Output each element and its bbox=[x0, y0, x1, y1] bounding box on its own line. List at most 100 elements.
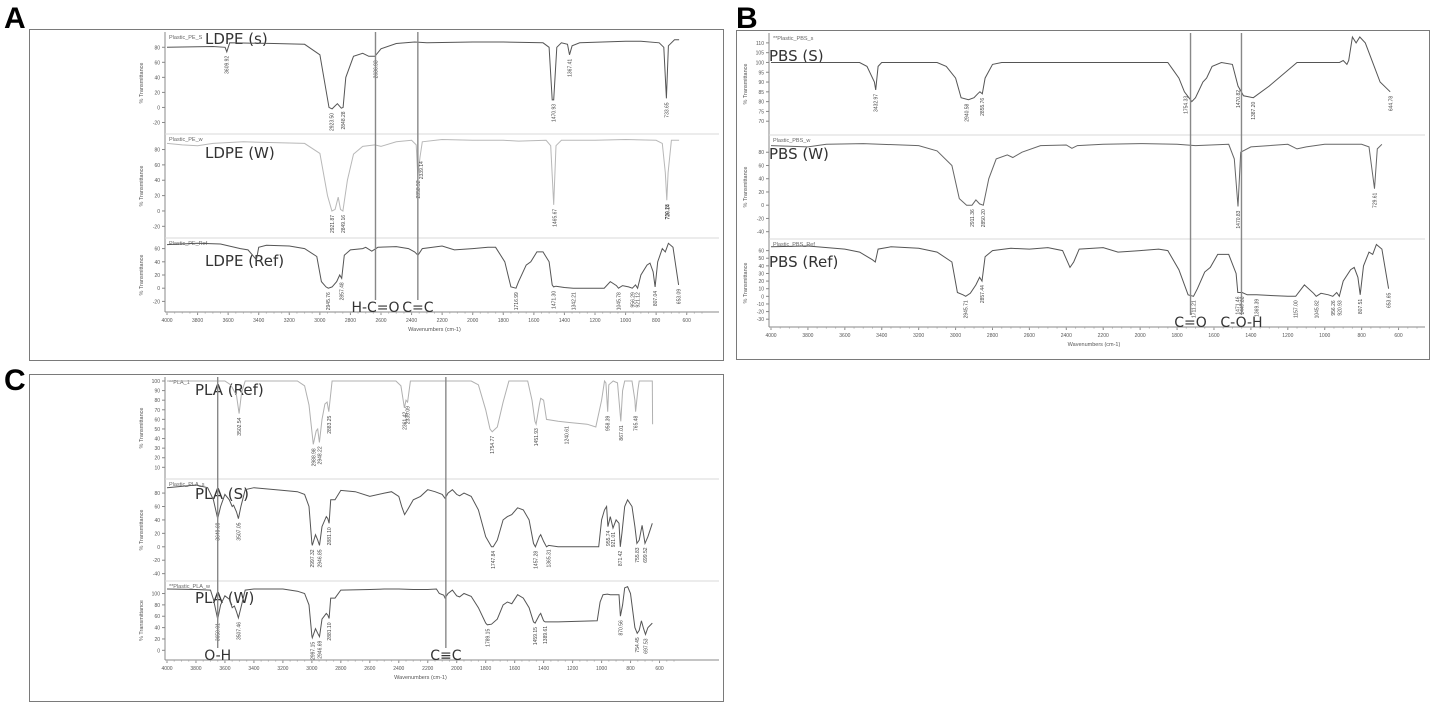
svg-text:Plastic_PE_S: Plastic_PE_S bbox=[169, 35, 203, 41]
svg-text:1459.15: 1459.15 bbox=[533, 627, 539, 645]
svg-text:O-H: O-H bbox=[204, 648, 231, 664]
svg-text:1470.82: 1470.82 bbox=[1236, 90, 1242, 108]
svg-text:3600: 3600 bbox=[219, 666, 230, 672]
svg-text:60: 60 bbox=[154, 247, 160, 253]
svg-text:40: 40 bbox=[154, 437, 160, 443]
svg-text:3800: 3800 bbox=[802, 333, 813, 339]
svg-text:2339.09: 2339.09 bbox=[406, 406, 412, 424]
svg-text:100: 100 bbox=[152, 379, 161, 385]
svg-text:726.14: 726.14 bbox=[665, 204, 671, 220]
svg-text:1200: 1200 bbox=[589, 318, 600, 324]
svg-text:80: 80 bbox=[758, 100, 764, 106]
svg-text:1789.15: 1789.15 bbox=[485, 629, 491, 647]
svg-text:20: 20 bbox=[154, 273, 160, 279]
svg-text:40: 40 bbox=[154, 178, 160, 184]
svg-text:2000: 2000 bbox=[467, 318, 478, 324]
svg-text:10: 10 bbox=[758, 287, 764, 293]
svg-text:2921.87: 2921.87 bbox=[330, 215, 336, 233]
svg-text:1367.41: 1367.41 bbox=[567, 59, 573, 77]
svg-text:2881.10: 2881.10 bbox=[327, 527, 333, 545]
svg-text:653.65: 653.65 bbox=[1387, 292, 1393, 308]
svg-text:1754.33: 1754.33 bbox=[1183, 96, 1189, 114]
svg-text:4000: 4000 bbox=[161, 318, 172, 324]
svg-text:Wavenumbers (cm-1): Wavenumbers (cm-1) bbox=[408, 327, 461, 333]
svg-text:4000: 4000 bbox=[161, 666, 172, 672]
svg-text:0: 0 bbox=[157, 286, 160, 292]
svg-text:105: 105 bbox=[756, 51, 765, 57]
svg-text:20: 20 bbox=[154, 456, 160, 462]
svg-text:90: 90 bbox=[154, 389, 160, 395]
svg-text:2997.32: 2997.32 bbox=[310, 549, 316, 567]
spectra-plot: 100 90 80 70 60 50 40 30 20 10 % Transmittance **PL… bbox=[139, 377, 719, 681]
svg-text:-40: -40 bbox=[153, 572, 160, 578]
svg-text:1600: 1600 bbox=[1208, 333, 1219, 339]
svg-text:C=C: C=C bbox=[402, 300, 434, 316]
svg-text:871.42: 871.42 bbox=[618, 551, 624, 567]
svg-text:1716.99: 1716.99 bbox=[514, 292, 520, 310]
svg-text:1400: 1400 bbox=[1245, 333, 1256, 339]
svg-text:2857.48: 2857.48 bbox=[340, 282, 346, 300]
svg-text:920.93: 920.93 bbox=[1337, 300, 1343, 316]
svg-text:80: 80 bbox=[154, 603, 160, 609]
svg-text:1754.77: 1754.77 bbox=[490, 436, 496, 454]
svg-text:PBS (S): PBS (S) bbox=[769, 47, 824, 65]
panel-letter-c: C bbox=[4, 364, 26, 397]
svg-text:765.48: 765.48 bbox=[634, 415, 640, 431]
svg-text:921.01: 921.01 bbox=[611, 532, 617, 548]
svg-text:1157.00: 1157.00 bbox=[1294, 300, 1300, 318]
svg-text:3507.46: 3507.46 bbox=[236, 622, 242, 640]
svg-text:1240.61: 1240.61 bbox=[565, 426, 571, 444]
panel-letter-a: A bbox=[4, 2, 26, 35]
svg-text:699.52: 699.52 bbox=[643, 547, 649, 563]
svg-text:80: 80 bbox=[154, 491, 160, 497]
svg-text:3200: 3200 bbox=[913, 333, 924, 339]
svg-text:1800: 1800 bbox=[498, 318, 509, 324]
svg-text:30: 30 bbox=[154, 446, 160, 452]
svg-text:% Transmittance: % Transmittance bbox=[139, 255, 145, 296]
svg-text:40: 40 bbox=[154, 626, 160, 632]
svg-text:2946.85: 2946.85 bbox=[318, 549, 324, 567]
svg-text:2850.20: 2850.20 bbox=[981, 209, 987, 227]
svg-text:60: 60 bbox=[758, 163, 764, 169]
svg-text:3800: 3800 bbox=[192, 318, 203, 324]
svg-text:2400: 2400 bbox=[406, 318, 417, 324]
svg-text:-20: -20 bbox=[757, 310, 764, 316]
svg-text:807.04: 807.04 bbox=[653, 291, 659, 307]
svg-text:0: 0 bbox=[157, 545, 160, 551]
svg-text:730.28: 730.28 bbox=[665, 204, 671, 220]
svg-text:Plastic_PBS_w: Plastic_PBS_w bbox=[773, 138, 810, 144]
svg-text:**Plastic_PLA_w: **Plastic_PLA_w bbox=[169, 584, 210, 590]
svg-text:1200: 1200 bbox=[1282, 333, 1293, 339]
svg-text:80: 80 bbox=[758, 150, 764, 156]
svg-text:3000: 3000 bbox=[306, 666, 317, 672]
svg-text:3400: 3400 bbox=[876, 333, 887, 339]
svg-text:20: 20 bbox=[758, 279, 764, 285]
svg-text:2881.10: 2881.10 bbox=[327, 622, 333, 640]
svg-text:40: 40 bbox=[154, 518, 160, 524]
svg-text:Plastic_PE_w: Plastic_PE_w bbox=[169, 137, 203, 143]
svg-text:807.51: 807.51 bbox=[1358, 299, 1364, 315]
svg-text:4000: 4000 bbox=[765, 333, 776, 339]
svg-text:958.39: 958.39 bbox=[606, 415, 612, 431]
svg-text:-20: -20 bbox=[153, 224, 160, 230]
svg-text:3000: 3000 bbox=[314, 318, 325, 324]
svg-text:1800: 1800 bbox=[1171, 333, 1182, 339]
svg-text:C≡C: C≡C bbox=[430, 648, 462, 664]
svg-text:1451.93: 1451.93 bbox=[534, 428, 540, 446]
svg-text:600: 600 bbox=[1394, 333, 1403, 339]
svg-text:3200: 3200 bbox=[277, 666, 288, 672]
svg-text:2339.14: 2339.14 bbox=[419, 161, 425, 179]
svg-text:80: 80 bbox=[154, 148, 160, 154]
svg-text:1342.21: 1342.21 bbox=[571, 292, 577, 310]
svg-text:921.12: 921.12 bbox=[636, 292, 642, 308]
svg-text:-20: -20 bbox=[153, 120, 160, 126]
svg-text:2200: 2200 bbox=[437, 318, 448, 324]
svg-text:-30: -30 bbox=[757, 317, 764, 323]
svg-text:100: 100 bbox=[756, 60, 765, 66]
svg-text:-20: -20 bbox=[757, 216, 764, 222]
svg-text:2400: 2400 bbox=[1061, 333, 1072, 339]
svg-text:3649.69: 3649.69 bbox=[216, 522, 222, 540]
svg-text:1400: 1400 bbox=[559, 318, 570, 324]
svg-text:2000: 2000 bbox=[451, 666, 462, 672]
